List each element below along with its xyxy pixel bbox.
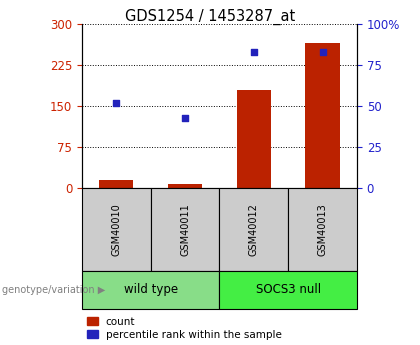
Point [182,115,189,120]
Point [319,49,326,55]
Bar [99,180,134,188]
Text: GSM40011: GSM40011 [180,203,190,256]
Text: GSM40012: GSM40012 [249,203,259,256]
Legend: count, percentile rank within the sample: count, percentile rank within the sample [87,317,282,340]
Bar [236,90,271,188]
Text: SOCS3 null: SOCS3 null [256,283,321,296]
Text: GDS1254 / 1453287_at: GDS1254 / 1453287_at [125,9,295,25]
Text: genotype/variation ▶: genotype/variation ▶ [2,285,105,295]
Point [250,49,257,55]
Bar [168,184,202,188]
Text: GSM40013: GSM40013 [318,203,328,256]
Text: wild type: wild type [123,283,178,296]
Bar [305,43,340,188]
Text: GSM40010: GSM40010 [111,203,121,256]
Point [113,100,120,106]
